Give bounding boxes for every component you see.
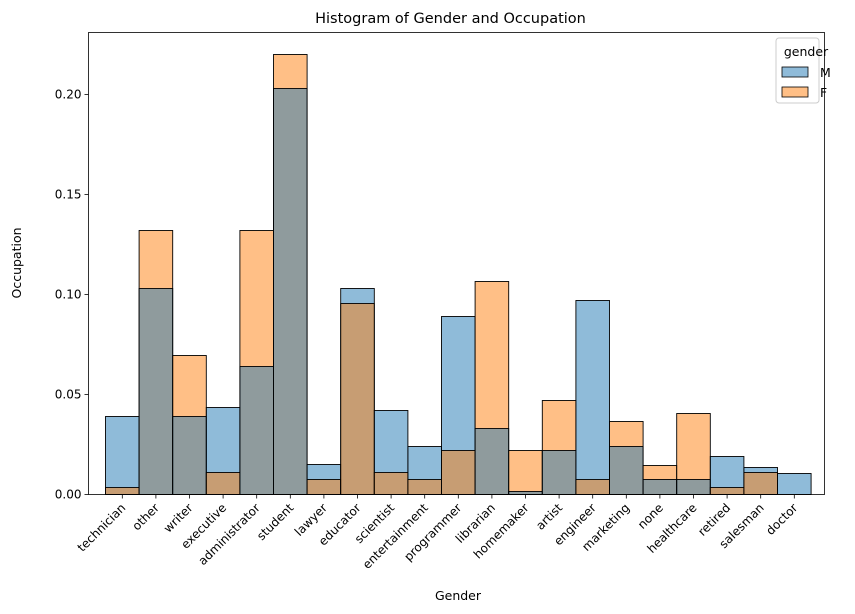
y-tick-label: 0.15 <box>55 188 82 202</box>
legend-title: gender <box>784 44 829 59</box>
bar-f-educator <box>340 303 375 495</box>
y-tick-label: 0.20 <box>55 88 82 102</box>
bar-m-other <box>138 288 174 495</box>
x-axis-label: Gender <box>435 588 482 603</box>
x-tick-label-other: other <box>130 501 163 534</box>
bar-m-administrator <box>239 366 274 495</box>
bar-m-marketing <box>609 446 644 495</box>
bar-m-student <box>273 88 308 495</box>
bar-f-salesman <box>743 472 778 495</box>
plot-frame <box>88 32 825 495</box>
bar-m-none <box>642 479 678 495</box>
x-tick-label-administrator: administrator <box>196 501 263 568</box>
bar-m-engineer <box>575 300 610 495</box>
bar-f-scientist <box>373 472 409 495</box>
legend-swatch-m <box>781 66 809 78</box>
bar-f-retired <box>709 487 745 495</box>
bar-m-doctor <box>777 473 812 495</box>
x-tick-label-technician: technician <box>75 501 129 555</box>
bar-f-lawyer <box>306 479 342 495</box>
y-tick-label: 0.05 <box>55 388 82 402</box>
bar-m-technician <box>105 416 140 495</box>
legend: gender M F <box>775 37 831 104</box>
y-axis: 0.00 0.05 0.10 0.15 0.20 <box>55 88 89 502</box>
x-axis: technician otherwriterexecutiveadministra… <box>75 494 800 572</box>
bar-f-engineer <box>575 479 610 495</box>
bar-f-programmer <box>441 450 476 495</box>
x-tick-label-student: student <box>254 501 297 544</box>
y-tick-label: 0.00 <box>55 488 82 502</box>
y-tick-label: 0.10 <box>55 288 82 302</box>
x-tick-label-doctor: doctor <box>763 501 800 538</box>
legend-swatch-f <box>781 86 809 98</box>
chart-title: Histogram of Gender and Occupation <box>315 11 586 27</box>
y-axis-label: Occupation <box>9 227 24 298</box>
legend-label-m: M <box>820 65 831 80</box>
bar-m-homemaker <box>508 491 543 495</box>
bars-layer <box>105 54 812 495</box>
bar-m-writer <box>172 416 207 495</box>
bar-m-librarian <box>474 428 510 495</box>
bar-f-executive <box>205 472 241 495</box>
bar-m-healthcare <box>676 479 711 495</box>
bar-m-artist <box>541 450 577 495</box>
bar-f-technician <box>105 487 140 495</box>
bar-f-entertainment <box>407 479 442 495</box>
legend-label-f: F <box>820 85 827 100</box>
x-tick-label-none: none <box>635 501 666 532</box>
bar-f-homemaker <box>508 450 543 495</box>
